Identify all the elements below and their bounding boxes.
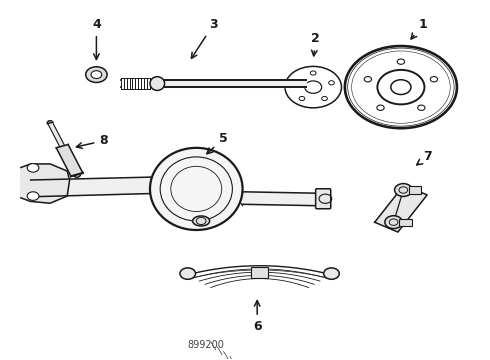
Circle shape — [27, 192, 39, 201]
Text: 1: 1 — [411, 18, 427, 39]
Bar — [409, 186, 421, 194]
Circle shape — [91, 71, 102, 78]
Ellipse shape — [150, 77, 165, 90]
Circle shape — [324, 268, 339, 279]
Text: 8: 8 — [76, 134, 108, 148]
Polygon shape — [56, 144, 83, 176]
Ellipse shape — [193, 216, 210, 226]
Circle shape — [385, 216, 402, 229]
Polygon shape — [30, 177, 150, 197]
Circle shape — [394, 184, 412, 197]
Text: 2: 2 — [311, 32, 320, 56]
Circle shape — [86, 67, 107, 82]
Polygon shape — [121, 80, 306, 87]
Bar — [251, 267, 269, 278]
Polygon shape — [375, 185, 427, 232]
Circle shape — [27, 163, 39, 172]
Text: 5: 5 — [207, 132, 227, 154]
Text: 3: 3 — [192, 18, 218, 58]
Bar — [399, 219, 412, 226]
Text: 4: 4 — [92, 18, 101, 59]
Ellipse shape — [150, 148, 243, 230]
Text: 899200: 899200 — [188, 340, 224, 350]
Text: 6: 6 — [253, 301, 262, 333]
Text: 7: 7 — [416, 150, 432, 165]
Polygon shape — [121, 78, 150, 89]
FancyBboxPatch shape — [316, 189, 331, 209]
Polygon shape — [21, 164, 70, 203]
Circle shape — [180, 268, 196, 279]
Polygon shape — [243, 192, 318, 206]
Polygon shape — [48, 122, 65, 147]
